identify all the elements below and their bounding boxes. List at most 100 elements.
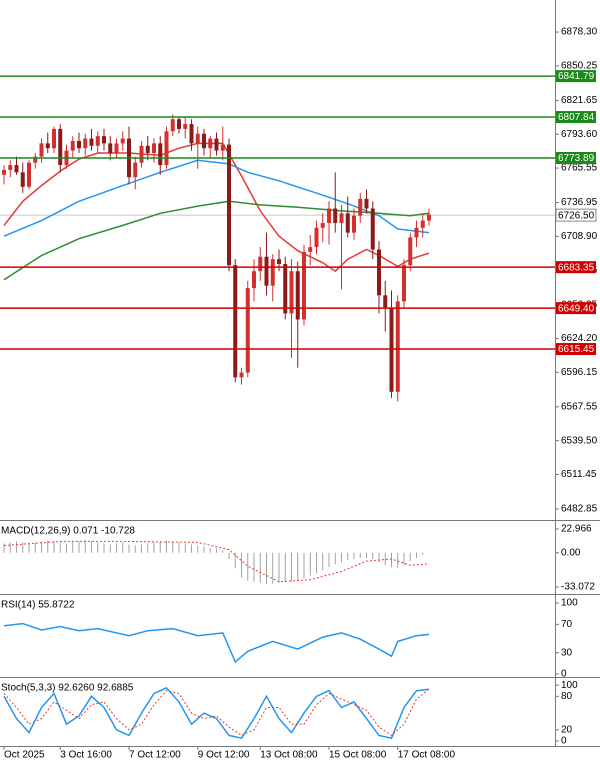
y-tick-label: 6736.95 <box>561 197 598 208</box>
candle-body <box>327 208 331 223</box>
candle-body <box>395 301 400 392</box>
candle-body <box>370 208 375 250</box>
candle-body <box>27 162 31 187</box>
level-label-box <box>556 70 596 83</box>
candle-body <box>164 131 169 166</box>
candle-body <box>408 237 413 266</box>
candle-body <box>383 295 388 308</box>
candle-body <box>139 145 144 163</box>
indicator-line <box>3 142 430 273</box>
x-tick-label: 3 Oct 16:00 <box>60 750 112 761</box>
candle-body <box>183 124 188 129</box>
x-tick-label: 7 Oct 12:00 <box>129 750 181 761</box>
candle-body <box>214 138 219 151</box>
candle-body <box>277 259 281 264</box>
y-tick-label: 6596.15 <box>561 367 598 378</box>
y-tick-label: 6850.25 <box>561 61 598 72</box>
y-tick-label: 100 <box>561 598 578 609</box>
candle-body <box>39 143 44 157</box>
level-label-box <box>556 302 596 315</box>
candle-body <box>314 227 319 248</box>
y-tick-label: 22.966 <box>561 524 592 535</box>
candle-body <box>145 145 150 154</box>
candle-body <box>270 259 275 286</box>
y-tick-label: 6511.45 <box>561 469 597 480</box>
candle-body <box>133 162 138 178</box>
candle-body <box>358 198 363 216</box>
x-tick-label: 17 Oct 08:00 <box>398 750 456 761</box>
y-tick-label: 0 <box>561 736 567 747</box>
y-tick-label: 6482.85 <box>561 504 598 515</box>
indicator-line <box>3 622 430 664</box>
candle-body <box>252 271 256 289</box>
candle-body <box>208 138 213 149</box>
candle-body <box>8 165 13 170</box>
candle-body <box>364 198 369 209</box>
x-tick-label: 9 Oct 12:00 <box>198 750 250 761</box>
current-price-label: 6726.50 <box>558 210 595 221</box>
level-label-box <box>556 151 596 164</box>
level-label: 6649.40 <box>558 303 595 314</box>
current-price-box <box>555 208 597 222</box>
y-tick-label: 0 <box>561 669 567 680</box>
y-tick-label: 100 <box>561 680 578 691</box>
candle-body <box>89 138 94 146</box>
panel-title: MACD(12,26,9) 0.071 -10.728 <box>1 526 135 537</box>
candle-body <box>120 138 125 144</box>
y-tick-label: 0.00 <box>561 547 581 558</box>
y-tick-label: 6567.55 <box>561 401 598 412</box>
indicator-line <box>3 540 430 583</box>
candle-body <box>108 143 113 154</box>
y-tick-label: -33.072 <box>561 582 595 593</box>
candle-body <box>308 247 313 252</box>
candle-body <box>158 143 163 166</box>
candle-body <box>14 165 19 173</box>
candle-body <box>333 208 338 223</box>
candle-body <box>102 136 106 144</box>
candle-body <box>152 143 156 154</box>
level-label: 6807.84 <box>558 112 595 123</box>
candle-body <box>77 140 81 149</box>
candle-body <box>289 271 294 314</box>
candle-body <box>377 249 381 296</box>
candle-body <box>302 251 306 320</box>
candle-body <box>2 169 6 175</box>
y-tick-label: 70 <box>561 619 573 630</box>
y-tick-label: 80 <box>561 691 573 702</box>
candle-body <box>189 124 194 144</box>
candle-body <box>195 133 200 144</box>
indicator-line <box>3 686 430 740</box>
level-label: 6773.89 <box>558 153 595 164</box>
candle-body <box>420 220 425 228</box>
candle-body <box>414 227 419 238</box>
candle-body <box>233 265 238 378</box>
indicator-line <box>3 688 430 737</box>
candle-body <box>170 119 175 132</box>
x-tick-label: 15 Oct 08:00 <box>329 750 387 761</box>
y-tick-label: 30 <box>561 647 573 658</box>
candle-body <box>83 138 88 149</box>
candle-body <box>177 119 181 129</box>
candle-body <box>402 265 406 302</box>
x-tick-label: Oct 2025 <box>4 750 45 761</box>
level-label-box <box>556 343 596 356</box>
candle-body <box>202 133 206 149</box>
level-label: 6615.45 <box>558 344 595 355</box>
candle-body <box>339 213 344 223</box>
panel-title: Stoch(5,3,3) 92.6260 92.6885 <box>1 683 134 694</box>
candle-body <box>345 213 350 233</box>
candle-body <box>295 271 300 320</box>
candle-body <box>427 214 431 221</box>
candle-body <box>33 156 38 163</box>
candle-body <box>239 372 244 378</box>
level-label-box <box>556 111 596 124</box>
candle-body <box>45 143 50 149</box>
candle-body <box>20 172 25 187</box>
candle-body <box>95 136 100 146</box>
candle-body <box>258 256 263 272</box>
y-tick-label: 20 <box>561 724 573 735</box>
candle-body <box>227 144 231 266</box>
level-label-box <box>556 261 596 274</box>
